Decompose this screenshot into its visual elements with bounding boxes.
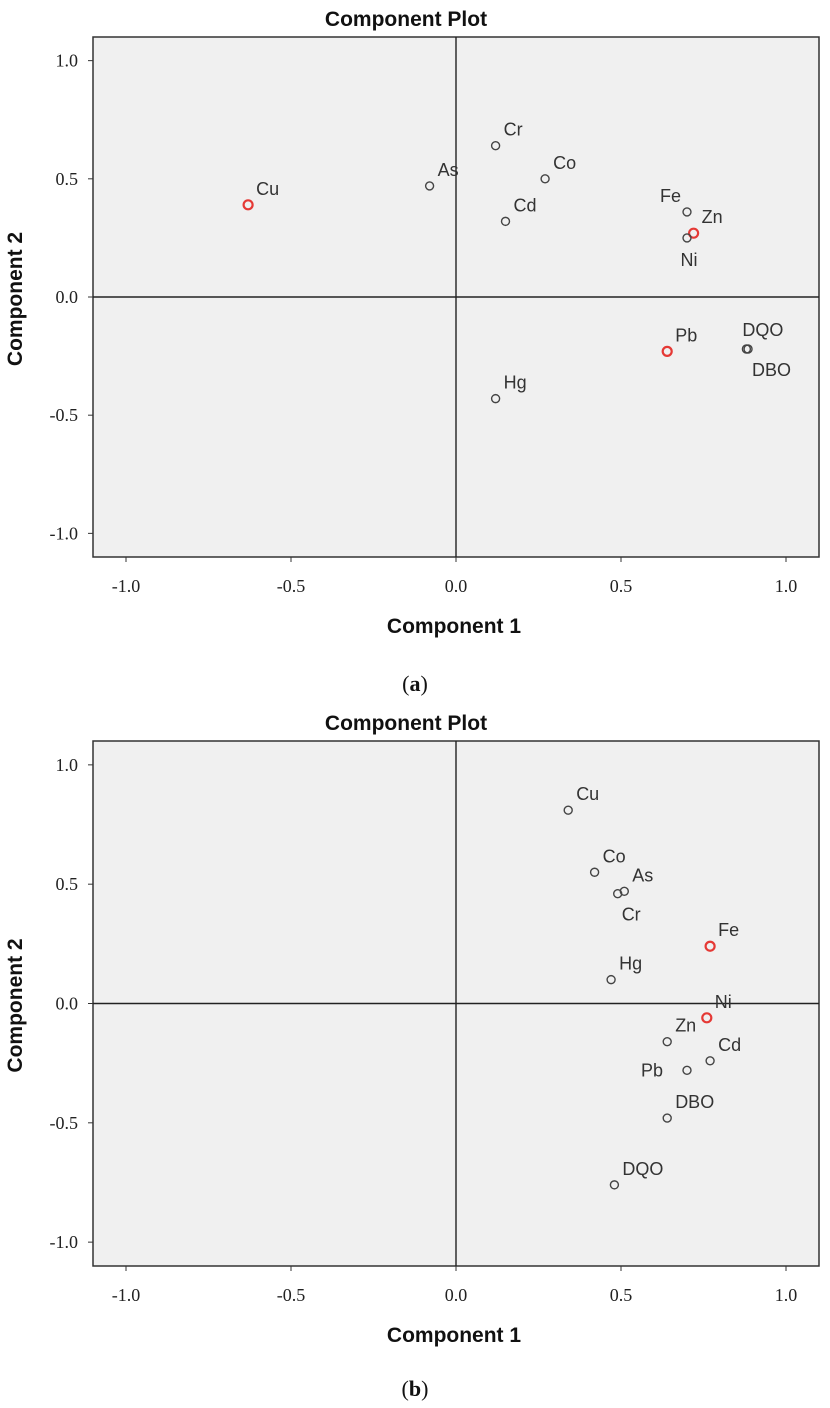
point-label-dbo: DBO bbox=[752, 360, 791, 380]
x-tick-label: 0.0 bbox=[445, 576, 468, 596]
point-label-ni: Ni bbox=[681, 250, 698, 270]
y-tick-label: 0.0 bbox=[56, 994, 79, 1014]
x-tick-label: -1.0 bbox=[112, 1285, 141, 1305]
point-label-cd: Cd bbox=[514, 195, 537, 215]
y-tick-label: -1.0 bbox=[50, 523, 79, 543]
point-label-as: As bbox=[438, 160, 459, 180]
x-tick-label: -1.0 bbox=[112, 576, 141, 596]
point-label-dqo: DQO bbox=[622, 1159, 663, 1179]
point-label-cu: Cu bbox=[576, 784, 599, 804]
y-tick-label: 1.0 bbox=[56, 755, 79, 775]
y-tick-label: 0.0 bbox=[56, 287, 79, 307]
data-point-hg bbox=[606, 974, 616, 985]
point-label-dbo: DBO bbox=[675, 1092, 714, 1112]
caption-letter: b bbox=[409, 1376, 421, 1401]
data-point-dbo bbox=[743, 344, 753, 354]
y-axis-title: Component 2 bbox=[4, 938, 27, 1072]
point-label-as: As bbox=[632, 865, 653, 885]
chart-title: Component Plot bbox=[325, 8, 487, 31]
point-label-zn: Zn bbox=[675, 1016, 696, 1036]
data-point-dqo bbox=[609, 1180, 620, 1190]
x-axis-title: Component 1 bbox=[387, 615, 521, 638]
y-tick-label: -0.5 bbox=[50, 1113, 79, 1133]
point-label-cr: Cr bbox=[504, 120, 523, 140]
point-label-hg: Hg bbox=[619, 954, 642, 974]
y-tick-label: 0.5 bbox=[56, 874, 79, 894]
point-label-hg: Hg bbox=[504, 373, 527, 393]
data-point-zn bbox=[662, 1036, 672, 1047]
point-label-cd: Cd bbox=[718, 1035, 741, 1055]
data-point-hg bbox=[490, 393, 501, 404]
data-point-co bbox=[589, 867, 600, 877]
data-point-cr bbox=[613, 889, 623, 899]
x-axis-title: Component 1 bbox=[387, 1324, 521, 1347]
x-tick-label: 0.5 bbox=[610, 576, 633, 596]
x-tick-label: -0.5 bbox=[277, 576, 306, 596]
data-point-pb bbox=[661, 345, 673, 357]
point-label-zn: Zn bbox=[702, 207, 723, 227]
caption-paren-open: ( bbox=[402, 671, 409, 696]
point-label-pb: Pb bbox=[641, 1060, 663, 1080]
y-tick-label: 0.5 bbox=[56, 169, 79, 189]
data-point-ni bbox=[701, 1012, 713, 1024]
data-point-zn bbox=[687, 227, 700, 239]
chart-panel-b: Component Plot -1.0 -0.5 0.0 0.5 1.0 1.0 0.5 0.0… bbox=[4, 712, 820, 1401]
data-point-as bbox=[424, 181, 435, 191]
data-point-cu bbox=[242, 199, 254, 211]
data-point-dbo bbox=[662, 1113, 672, 1123]
chart-panel-a: Component Plot -1.0 -0.5 0.0 0.5 1.0 1.0 0.5 0.0… bbox=[4, 8, 820, 696]
y-tick-label: 1.0 bbox=[56, 51, 79, 71]
data-point-cd bbox=[705, 1056, 715, 1066]
x-tick-label: 1.0 bbox=[775, 1285, 798, 1305]
point-label-cr: Cr bbox=[622, 905, 641, 925]
data-point-cr bbox=[490, 141, 501, 151]
y-tick-label: -0.5 bbox=[50, 405, 79, 425]
y-tick-label: -1.0 bbox=[50, 1232, 79, 1252]
point-label-dqo: DQO bbox=[742, 320, 783, 340]
x-tick-label: 1.0 bbox=[775, 576, 798, 596]
point-label-pb: Pb bbox=[675, 325, 697, 345]
data-point-cd bbox=[500, 216, 511, 227]
data-point-co bbox=[540, 174, 550, 184]
x-tick-label: 0.0 bbox=[445, 1285, 468, 1305]
figure-caption: (a) bbox=[402, 671, 428, 696]
caption-paren-open: ( bbox=[402, 1376, 409, 1401]
y-axis-title: Component 2 bbox=[4, 232, 27, 366]
data-point-fe bbox=[682, 207, 692, 217]
data-point-fe bbox=[704, 940, 716, 952]
x-tick-label: 0.5 bbox=[610, 1285, 633, 1305]
data-point-cu bbox=[563, 805, 573, 815]
point-label-co: Co bbox=[603, 846, 626, 866]
caption-paren-close: ) bbox=[421, 1376, 428, 1401]
point-label-fe: Fe bbox=[718, 920, 739, 940]
x-tick-label: -0.5 bbox=[277, 1285, 306, 1305]
figure-caption: (b) bbox=[402, 1376, 429, 1401]
data-point-pb bbox=[682, 1065, 692, 1076]
data-point-ni bbox=[682, 233, 692, 243]
caption-paren-close: ) bbox=[421, 671, 428, 696]
chart-title: Component Plot bbox=[325, 712, 487, 735]
point-label-ni: Ni bbox=[715, 992, 732, 1012]
point-label-fe: Fe bbox=[660, 186, 681, 206]
point-label-cu: Cu bbox=[256, 179, 279, 199]
point-label-co: Co bbox=[553, 153, 576, 173]
caption-letter: a bbox=[410, 671, 421, 696]
